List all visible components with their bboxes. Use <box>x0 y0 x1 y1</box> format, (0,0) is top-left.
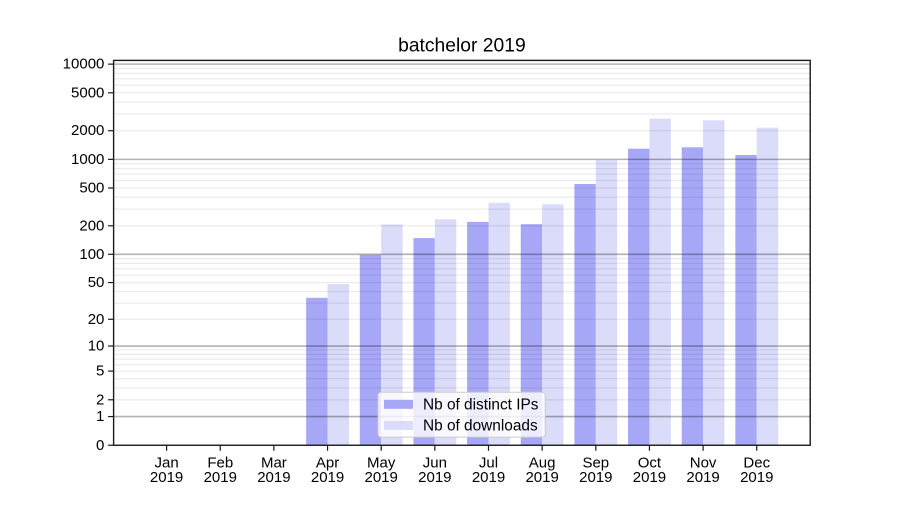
svg-text:Jan: Jan <box>155 454 179 471</box>
svg-text:Nb of downloads: Nb of downloads <box>423 417 538 434</box>
svg-text:May: May <box>367 454 396 471</box>
svg-text:2019: 2019 <box>150 469 183 486</box>
svg-text:Dec: Dec <box>743 454 770 471</box>
svg-text:10000: 10000 <box>63 56 105 73</box>
svg-text:2019: 2019 <box>311 469 344 486</box>
svg-text:Sep: Sep <box>582 454 609 471</box>
svg-text:1000: 1000 <box>71 151 104 168</box>
svg-text:2019: 2019 <box>525 469 558 486</box>
svg-text:Jul: Jul <box>479 454 498 471</box>
svg-text:Aug: Aug <box>529 454 556 471</box>
svg-text:2019: 2019 <box>579 469 612 486</box>
svg-text:batchelor 2019: batchelor 2019 <box>398 36 526 57</box>
svg-text:2019: 2019 <box>472 469 505 486</box>
svg-text:2019: 2019 <box>686 469 719 486</box>
svg-text:200: 200 <box>79 217 104 234</box>
svg-text:Jun: Jun <box>423 454 447 471</box>
svg-text:10: 10 <box>88 338 105 355</box>
svg-text:2019: 2019 <box>365 469 398 486</box>
svg-text:Nov: Nov <box>690 454 717 471</box>
svg-text:500: 500 <box>79 180 104 197</box>
svg-text:20: 20 <box>88 311 105 328</box>
svg-text:Feb: Feb <box>207 454 233 471</box>
svg-text:5000: 5000 <box>71 84 104 101</box>
svg-text:Nb of distinct IPs: Nb of distinct IPs <box>423 396 539 413</box>
svg-text:2019: 2019 <box>633 469 666 486</box>
svg-text:Mar: Mar <box>261 454 287 471</box>
svg-text:2: 2 <box>96 391 104 408</box>
svg-text:5: 5 <box>96 363 104 380</box>
svg-text:2019: 2019 <box>257 469 290 486</box>
svg-text:50: 50 <box>88 274 105 291</box>
svg-text:Oct: Oct <box>638 454 662 471</box>
svg-text:2000: 2000 <box>71 122 104 139</box>
svg-text:2019: 2019 <box>418 469 451 486</box>
svg-text:1: 1 <box>96 408 104 425</box>
svg-text:Apr: Apr <box>316 454 339 471</box>
svg-text:100: 100 <box>79 246 104 263</box>
svg-text:0: 0 <box>96 437 104 454</box>
svg-text:2019: 2019 <box>740 469 773 486</box>
svg-text:2019: 2019 <box>204 469 237 486</box>
